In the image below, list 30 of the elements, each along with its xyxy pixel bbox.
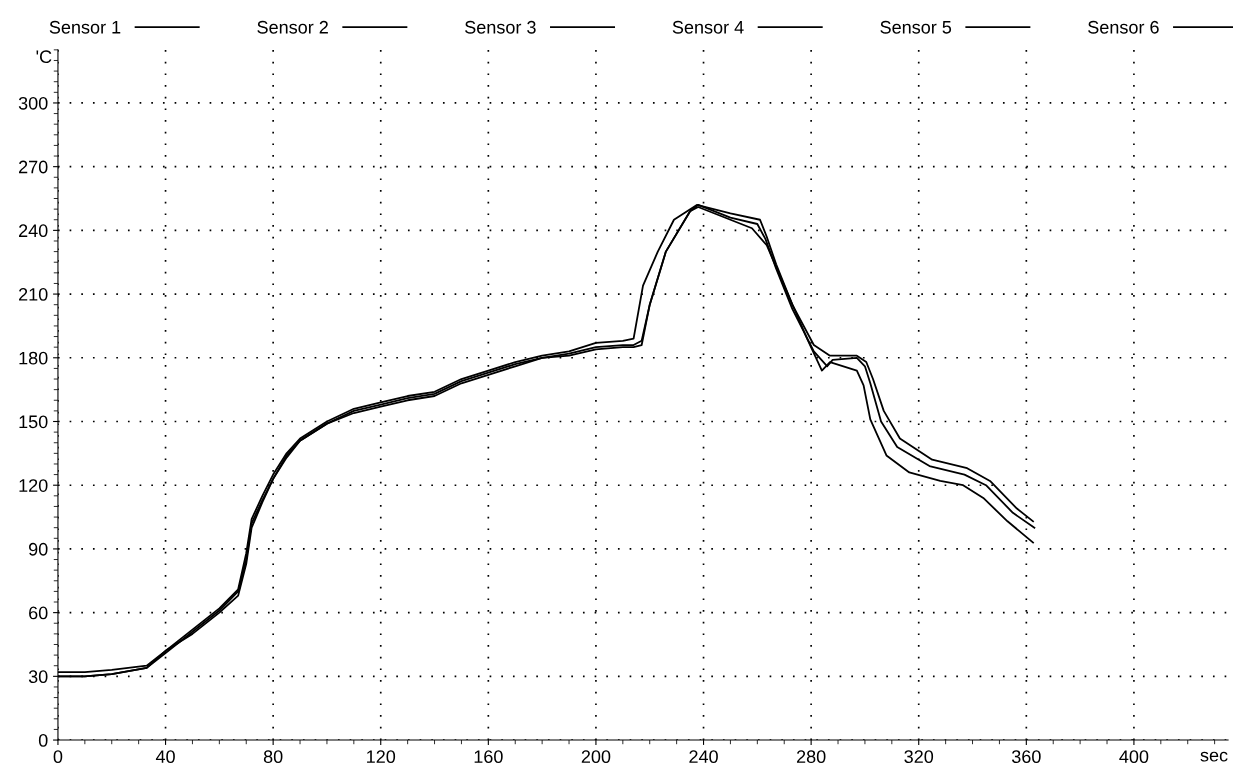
x-tick-label: 240 (689, 750, 718, 764)
x-tick-label: 160 (474, 750, 503, 764)
x-tick-label: 0 (53, 750, 63, 764)
x-tick-label: 320 (904, 750, 934, 764)
x-tick-label: 200 (581, 750, 611, 764)
legend-label: Sensor 3 (465, 20, 536, 34)
x-tick-label: 400 (1119, 750, 1149, 764)
x-tick-label: 40 (155, 750, 175, 764)
y-tick-label: 210 (19, 288, 48, 301)
y-tick-label: 150 (19, 415, 48, 429)
legend-label: Sensor 5 (880, 20, 952, 34)
y-tick-label: 240 (19, 224, 48, 238)
y-axis-title: 'C (36, 50, 52, 64)
y-tick-label: 0 (38, 733, 48, 747)
y-tick-label: 120 (19, 479, 48, 492)
y-tick-label: 180 (19, 351, 48, 365)
x-tick-label: 80 (263, 750, 283, 764)
y-tick-label: 90 (28, 542, 48, 556)
x-tick-label: 280 (796, 750, 826, 764)
legend-label: Sensor 1 (49, 20, 121, 34)
x-axis-title: sec (1200, 751, 1228, 762)
y-tick-label: 270 (19, 160, 48, 174)
legend-label: Sensor 2 (257, 20, 328, 34)
y-tick-label: 60 (29, 606, 48, 620)
x-tick-label: 120 (367, 750, 396, 764)
x-tick-label: 360 (1011, 750, 1041, 764)
y-tick-label: 30 (28, 670, 48, 684)
legend-label: Sensor 6 (1088, 20, 1159, 34)
legend-label: Sensor 4 (672, 20, 744, 34)
y-tick-label: 300 (18, 96, 48, 110)
